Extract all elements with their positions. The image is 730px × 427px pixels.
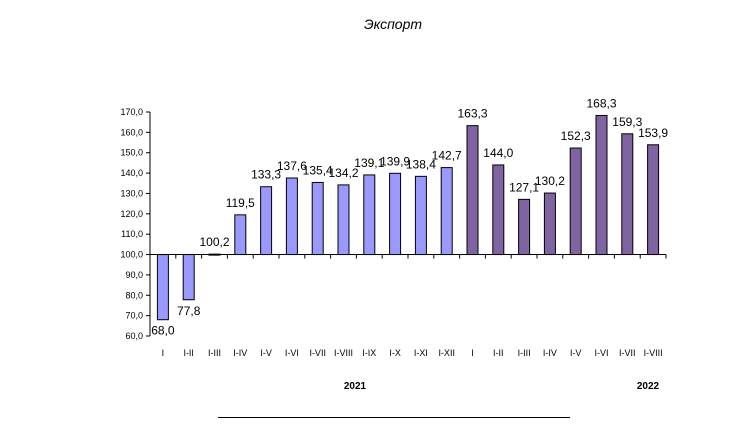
bar [156,254,169,321]
x-tick-label: I-VII [619,348,636,358]
data-label: 127,1 [509,180,539,194]
y-tick-label: 150,0 [120,148,143,158]
y-tick-label: 140,0 [120,168,143,178]
x-tick-label: I-II [493,348,504,358]
x-tick-label: I-VI [285,348,299,358]
x-tick-label: I-VIII [334,348,353,358]
bar [621,133,634,256]
x-tick-label: I [471,348,474,358]
year-label: 2021 [344,381,367,392]
bar [492,164,505,256]
y-tick-label: 170,0 [120,107,143,117]
chart-title: Экспорт [363,16,423,32]
x-tick-label: I-V [260,348,272,358]
data-label: 159,3 [612,115,642,129]
bar [363,174,376,256]
y-tick-label: 160,0 [120,127,143,137]
x-tick-label: I-III [208,348,221,358]
data-label: 152,3 [561,129,591,143]
data-label: 134,2 [328,166,358,180]
data-label: 68,0 [151,324,175,338]
y-tick-label: 120,0 [120,209,143,219]
y-tick-label: 110,0 [121,229,143,239]
y-tick-label: 70,0 [125,311,143,321]
bar [389,172,402,256]
data-label: 100,2 [199,235,229,249]
bar [647,144,660,256]
bar [285,177,298,256]
data-label: 168,3 [586,96,616,110]
y-tick-label: 60,0 [125,331,143,341]
data-label: 119,5 [226,196,255,210]
bar [337,184,350,256]
x-tick-label: I-V [570,348,582,358]
x-tick-label: I-IX [362,348,376,358]
bar [543,192,556,256]
x-tick-label: I-X [389,348,401,358]
bar [595,114,608,256]
data-label: 153,9 [638,126,668,140]
data-label: 163,3 [457,107,487,121]
data-label: 135,4 [303,163,333,177]
bar [414,175,427,256]
y-tick-label: 130,0 [120,188,143,198]
footer-divider [218,417,570,418]
year-label: 2022 [637,381,660,392]
data-label: 137,6 [277,159,307,173]
data-label: 77,8 [177,304,201,318]
bar [569,147,582,256]
data-label: 142,7 [432,149,462,163]
x-tick-label: I-VIII [644,348,663,358]
x-tick-label: I-II [183,348,194,358]
data-label: 139,1 [354,156,384,170]
bar [440,167,453,256]
x-tick-label: I-VII [309,348,326,358]
y-tick-label: 100,0 [120,250,143,260]
data-label: 138,4 [406,157,436,171]
bar [208,253,221,256]
data-label: 144,0 [483,146,513,160]
x-tick-label: I-VI [594,348,608,358]
bar [518,198,531,256]
y-tick-label: 80,0 [125,290,143,300]
bar [311,181,324,256]
y-tick-label: 90,0 [125,270,143,280]
bar [466,125,479,256]
x-tick-label: I-IV [233,348,247,358]
bar [234,214,247,256]
data-label: 139,9 [380,154,410,168]
x-tick-label: I [162,348,165,358]
data-label: 133,3 [251,168,281,182]
bar [182,254,195,301]
bar [260,186,273,256]
x-tick-label: I-IV [543,348,557,358]
x-tick-label: I-III [518,348,531,358]
x-tick-label: I-XII [438,348,455,358]
data-label: 130,2 [535,174,565,188]
x-tick-label: I-XI [414,348,428,358]
